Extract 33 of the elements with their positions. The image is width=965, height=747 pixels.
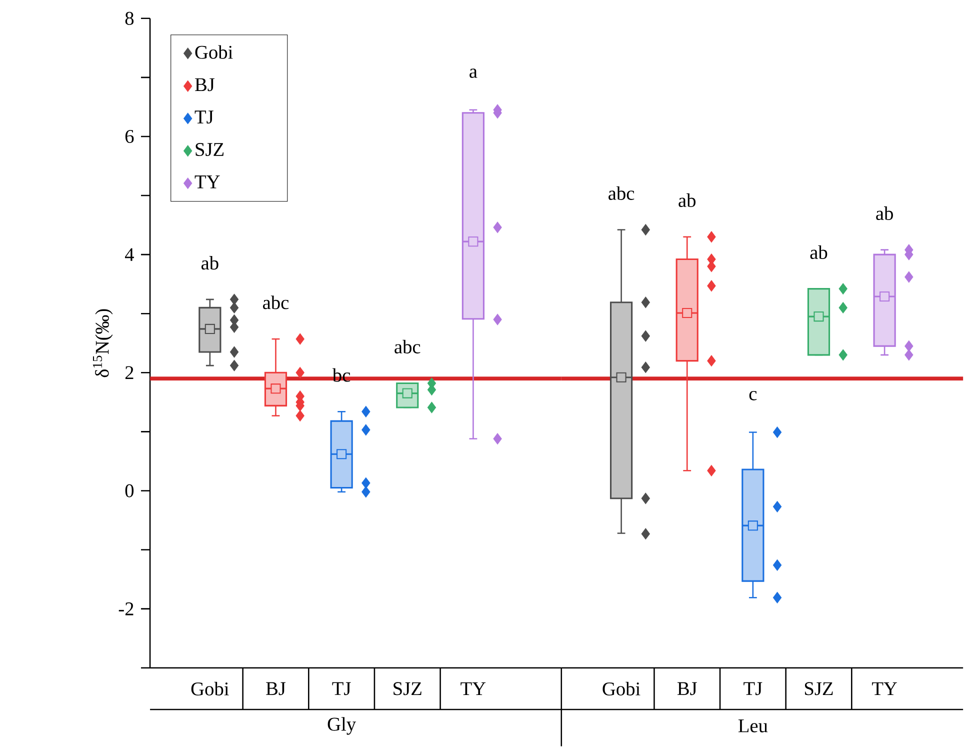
annotation: abc xyxy=(394,340,420,354)
x-tick-label: TY xyxy=(460,682,486,696)
annotation: c xyxy=(749,391,757,400)
annotation: abc xyxy=(608,186,634,200)
y-tick-label: 2 xyxy=(125,366,134,380)
annotation: ab xyxy=(678,193,696,208)
annotation: a xyxy=(470,68,478,78)
annotation: ab xyxy=(201,256,218,270)
x-tick-label: TJ xyxy=(332,682,351,696)
x-tick-label: TJ xyxy=(744,682,762,696)
y-axis-title: δ$^{15}$N(‰) xyxy=(92,309,113,378)
y-tick-label: 6 xyxy=(125,130,134,144)
y-tick-label: 8 xyxy=(125,12,134,25)
annotation: ab xyxy=(810,245,828,260)
legend-label: Gobi xyxy=(195,45,233,59)
x-tick-label: Gobi xyxy=(191,682,229,696)
legend-label: BJ xyxy=(195,78,215,92)
x-tick-label: SJZ xyxy=(394,682,422,696)
x-tick-label: BJ xyxy=(266,682,286,696)
x-tick-label: BJ xyxy=(677,682,697,696)
x-tick-label: TY xyxy=(872,682,897,696)
y-tick-label: -2 xyxy=(118,602,134,616)
x-axis-title: Leu xyxy=(738,720,768,732)
legend-label: SJZ xyxy=(196,143,224,156)
x-axis-title: Gly xyxy=(328,717,356,735)
annotation: abc xyxy=(262,296,289,310)
annotation: ab xyxy=(876,206,893,220)
legend-label: TJ xyxy=(194,110,214,124)
x-tick-label: SJZ xyxy=(804,682,833,696)
y-tick-label: 0 xyxy=(125,484,134,498)
legend-label: TY xyxy=(194,176,220,188)
y-tick-label: 4 xyxy=(124,248,134,261)
x-tick-label: Gobi xyxy=(602,682,640,696)
